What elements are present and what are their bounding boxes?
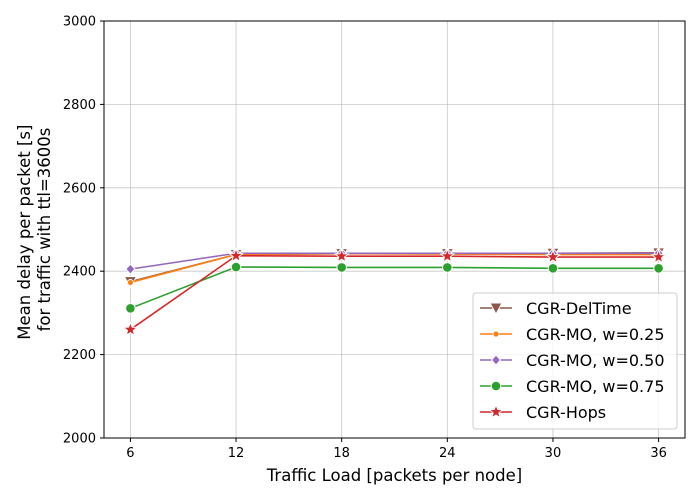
x-tick-label: 6: [126, 446, 134, 461]
data-point: [650, 248, 667, 264]
data-point: [442, 262, 453, 273]
x-axis-label: Traffic Load [packets per node]: [266, 466, 522, 485]
x-tick-label: 18: [333, 446, 350, 461]
data-point: [125, 303, 136, 314]
y-axis-label-line-2: for traffic with ttl=3600s: [35, 128, 54, 332]
legend-label: CGR-Hops: [526, 403, 606, 422]
y-tick-label: 2600: [63, 181, 96, 196]
series-4: [122, 247, 667, 337]
data-point: [439, 247, 456, 263]
y-axis: 2000 2200 2400 2600 2800 3000: [63, 15, 104, 447]
data-point: [127, 279, 134, 286]
legend-label: CGR-MO, w=0.50: [526, 351, 665, 370]
legend-marker: [488, 403, 504, 419]
series-3: [125, 261, 664, 314]
legend-item: CGR-Hops: [480, 403, 606, 422]
legend-item: CGR-MO, w=0.25: [480, 325, 665, 344]
legend-item: CGR-DelTime: [480, 299, 632, 318]
grid-lines: [104, 20, 685, 439]
legend-item: CGR-MO, w=0.50: [480, 351, 665, 370]
y-tick-label: 3000: [63, 15, 96, 30]
x-tick-label: 30: [545, 446, 562, 461]
data-point: [125, 263, 136, 275]
legend-marker: [492, 330, 500, 338]
legend-box: [472, 292, 678, 430]
series-line: [129, 254, 659, 331]
legend-marker: [490, 354, 502, 366]
data-point: [333, 247, 350, 263]
series-line: [130, 252, 659, 270]
data-point: [336, 262, 347, 273]
y-tick-label: 2800: [63, 98, 96, 113]
y-tick-label: 2200: [63, 348, 96, 363]
data-point: [230, 261, 242, 273]
legend-marker: [490, 380, 502, 392]
legend-label: CGR-MO, w=0.25: [526, 325, 665, 344]
y-tick-label: 2400: [63, 265, 96, 280]
data-point: [544, 248, 561, 264]
series-layer: [122, 247, 667, 337]
plot-frame: [103, 20, 686, 439]
legend-label: CGR-DelTime: [526, 299, 632, 318]
series-line: [130, 266, 659, 310]
y-axis-label: Mean delay per packet [s] for traffic wi…: [15, 119, 54, 339]
data-point: [653, 262, 664, 274]
data-point: [122, 321, 139, 337]
legend-marker: [489, 302, 503, 316]
x-axis: 6 12 18 24 30 36: [126, 438, 667, 461]
x-tick-label: 36: [650, 446, 667, 461]
legend-item: CGR-MO, w=0.75: [480, 377, 665, 396]
legend: CGR-DelTime CGR-MO, w=0.25 CGR-MO, w=0.50 C…: [472, 292, 678, 430]
legend-label: CGR-MO, w=0.75: [526, 377, 665, 396]
y-axis-label-line-1: Mean delay per packet [s]: [15, 125, 34, 340]
data-point: [547, 262, 559, 274]
data-point: [228, 247, 245, 263]
y-tick-label: 2000: [63, 432, 96, 447]
x-tick-label: 12: [228, 446, 245, 461]
x-tick-label: 24: [439, 446, 456, 461]
